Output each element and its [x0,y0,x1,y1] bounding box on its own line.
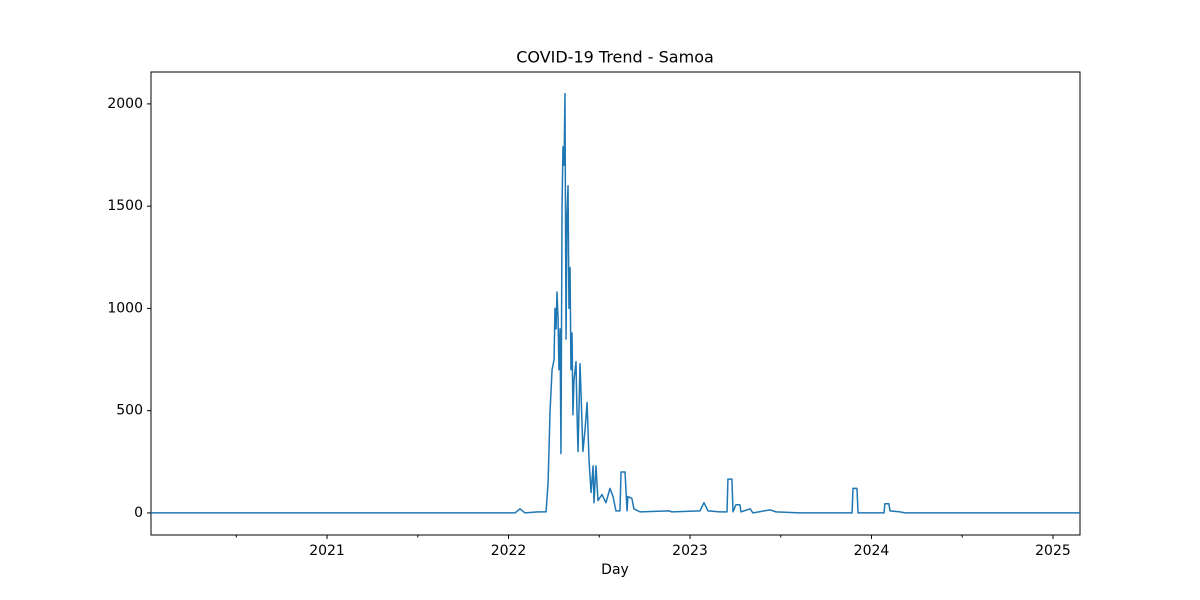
y-tick-label: 2000 [107,96,143,112]
y-tick-label: 500 [116,403,143,419]
y-tick-label: 0 [134,505,143,521]
x-axis-label: Day [601,562,629,578]
x-tick-label: 2025 [1035,543,1071,559]
x-tick-label: 2023 [672,543,708,559]
plot-frame [150,71,1081,536]
x-tick-label: 2022 [491,543,527,559]
data-line [151,92,1080,514]
y-tick-label: 1500 [107,198,143,214]
x-tick-label: 2024 [854,543,890,559]
y-tick-label: 1000 [107,300,143,316]
x-tick-label: 2021 [309,543,345,559]
chart-title: COVID-19 Trend - Samoa [516,48,714,67]
